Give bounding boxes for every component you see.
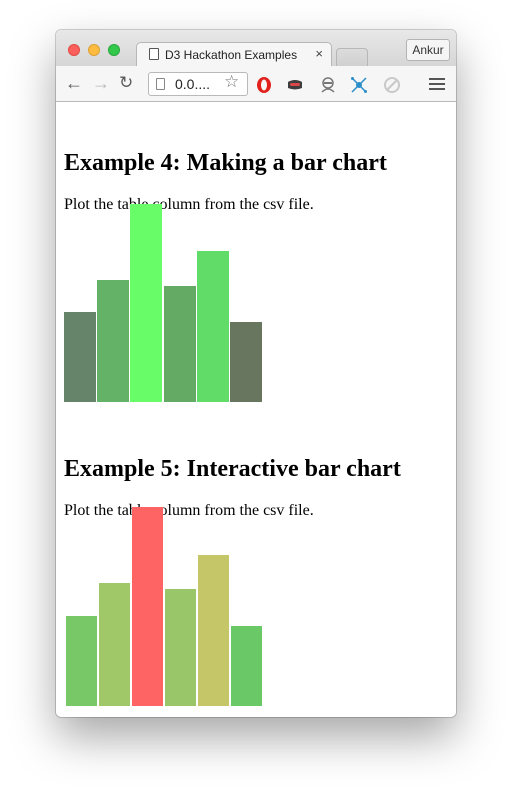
bar-4: [163, 286, 196, 402]
browser-window: D3 Hackathon Examples × Ankur ← → ↻ 0.0.…: [56, 30, 456, 717]
network-extension-icon[interactable]: [350, 76, 368, 94]
page-icon: [156, 78, 165, 90]
bar-5[interactable]: [198, 555, 229, 706]
profile-button[interactable]: Ankur: [406, 39, 450, 61]
title-bar: D3 Hackathon Examples × Ankur: [56, 30, 456, 67]
browser-tab[interactable]: D3 Hackathon Examples ×: [136, 42, 332, 67]
forward-arrow-icon[interactable]: →: [92, 73, 110, 93]
close-tab-icon[interactable]: ×: [315, 46, 323, 61]
bar-chart-example-5[interactable]: [64, 506, 264, 706]
new-tab-button[interactable]: [336, 48, 368, 67]
bar-chart-example-4: [64, 202, 264, 402]
page-icon: [149, 48, 159, 60]
ghostery-extension-icon[interactable]: [286, 76, 304, 94]
bar-2: [97, 280, 130, 402]
address-bar[interactable]: 0.0....: [148, 72, 248, 96]
bar-1[interactable]: [66, 616, 97, 706]
bar-6: [230, 322, 262, 402]
disabled-extension-icon[interactable]: [383, 76, 401, 94]
minimize-window-button[interactable]: [88, 44, 100, 56]
tab-title: D3 Hackathon Examples: [165, 48, 298, 62]
browser-toolbar: ← → ↻ 0.0.... ☆: [56, 66, 456, 102]
spy-extension-icon[interactable]: [319, 76, 337, 94]
bookmark-star-icon[interactable]: ☆: [224, 72, 240, 91]
bar-2[interactable]: [99, 583, 130, 706]
maximize-window-button[interactable]: [108, 44, 120, 56]
bar-3[interactable]: [132, 507, 163, 706]
bar-3: [130, 204, 163, 402]
bar-6[interactable]: [231, 626, 262, 706]
example-5-heading: Example 5: Interactive bar chart: [64, 456, 401, 482]
bar-5: [196, 251, 229, 402]
page-content: Example 4: Making a bar chart Plot the t…: [56, 102, 456, 717]
example-5-description: Plot the table column from the csv file.: [64, 502, 314, 519]
back-arrow-icon[interactable]: ←: [65, 73, 83, 93]
reload-icon[interactable]: ↻: [119, 73, 134, 92]
bar-1: [64, 312, 96, 402]
address-text: 0.0....: [175, 76, 211, 92]
close-window-button[interactable]: [68, 44, 80, 56]
example-4-heading: Example 4: Making a bar chart: [64, 150, 387, 176]
example-4-description: Plot the table column from the csv file.: [64, 196, 314, 213]
hamburger-menu-icon[interactable]: [429, 78, 445, 93]
opera-extension-icon[interactable]: [255, 76, 273, 94]
bar-4[interactable]: [165, 589, 196, 706]
